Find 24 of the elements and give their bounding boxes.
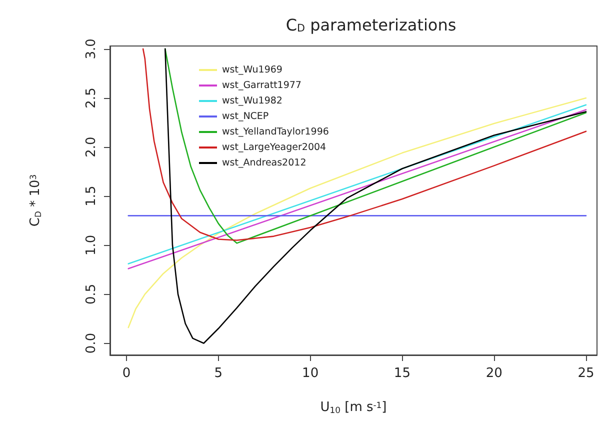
legend-label: wst_Wu1982 — [222, 96, 282, 106]
y-tick-label: 1.0 — [84, 234, 99, 256]
y-tick-label: 3.0 — [84, 38, 99, 60]
y-tick-label: 2.0 — [84, 136, 99, 158]
x-tick-label: 20 — [486, 366, 502, 381]
line-series — [164, 48, 587, 344]
y-tick-label: 1.5 — [84, 186, 99, 206]
y-tick-label: 2.5 — [84, 88, 99, 108]
x-tick-label: 10 — [302, 366, 319, 381]
legend-label: wst_Garratt1977 — [222, 80, 302, 91]
legend-label: wst_YellandTaylor1996 — [222, 126, 329, 138]
x-tick-label: 5 — [214, 366, 223, 381]
y-tick-label: 0.5 — [84, 284, 99, 305]
legend-label: wst_Wu1969 — [222, 64, 282, 76]
y-axis-title: CD * 103 — [28, 174, 43, 227]
legend-label: wst_LargeYeager2004 — [222, 142, 326, 153]
legend-label: wst_Andreas2012 — [222, 158, 306, 168]
line-series — [128, 97, 587, 328]
x-tick-label: 0 — [122, 366, 131, 381]
chart-title: CD parameterizations — [286, 16, 456, 35]
y-tick-label: 0.0 — [84, 332, 99, 354]
legend-label: wst_NCEP — [222, 111, 269, 122]
x-tick-label: 15 — [394, 366, 410, 381]
x-tick-label: 25 — [578, 366, 594, 381]
